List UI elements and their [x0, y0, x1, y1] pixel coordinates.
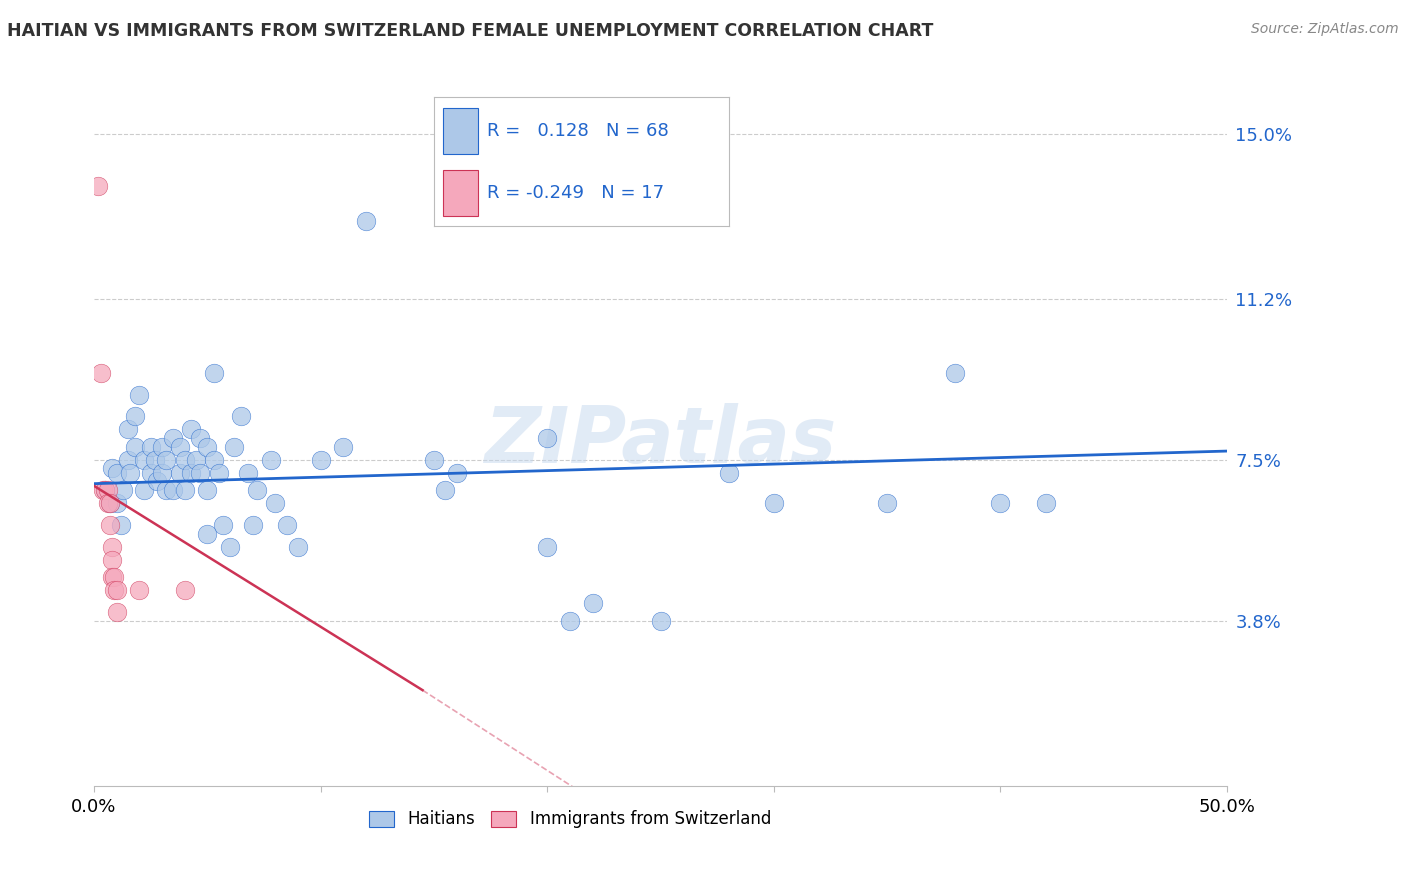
Point: [150, 466, 173, 480]
Point: [717, 466, 740, 480]
Point: [105, 496, 128, 510]
Text: ZIPatlas: ZIPatlas: [485, 403, 837, 480]
Point: [96, 496, 118, 510]
Point: [169, 466, 191, 480]
Point: [231, 409, 253, 424]
Point: [150, 440, 173, 454]
Point: [132, 483, 155, 498]
Point: [762, 496, 785, 510]
Point: [650, 614, 672, 628]
Point: [94, 483, 117, 498]
Point: [139, 440, 162, 454]
Point: [87, 178, 110, 193]
Point: [876, 496, 898, 510]
Point: [94, 483, 117, 498]
Point: [112, 483, 135, 498]
Point: [143, 452, 166, 467]
Point: [162, 483, 184, 498]
Point: [169, 440, 191, 454]
Point: [146, 475, 169, 489]
Point: [90, 366, 112, 380]
Point: [128, 583, 150, 598]
Point: [173, 483, 195, 498]
Point: [184, 452, 207, 467]
Point: [96, 483, 118, 498]
Point: [155, 483, 177, 498]
Point: [558, 614, 581, 628]
Point: [173, 583, 195, 598]
Point: [434, 483, 457, 498]
Text: HAITIAN VS IMMIGRANTS FROM SWITZERLAND FEMALE UNEMPLOYMENT CORRELATION CHART: HAITIAN VS IMMIGRANTS FROM SWITZERLAND F…: [7, 22, 934, 40]
Point: [202, 452, 225, 467]
Point: [219, 540, 242, 554]
Point: [139, 466, 162, 480]
Point: [190, 466, 212, 480]
Point: [1035, 496, 1057, 510]
Point: [155, 452, 177, 467]
Point: [101, 461, 124, 475]
Point: [105, 583, 128, 598]
Point: [101, 540, 124, 554]
Point: [117, 452, 139, 467]
Point: [105, 605, 128, 619]
Point: [98, 496, 121, 510]
Point: [120, 466, 142, 480]
Point: [423, 452, 446, 467]
Point: [207, 466, 229, 480]
Point: [446, 466, 468, 480]
Point: [354, 213, 377, 227]
Point: [536, 540, 558, 554]
Point: [98, 496, 121, 510]
Text: Source: ZipAtlas.com: Source: ZipAtlas.com: [1251, 22, 1399, 37]
Point: [173, 452, 195, 467]
Point: [105, 466, 128, 480]
Point: [195, 483, 218, 498]
Legend: Haitians, Immigrants from Switzerland: Haitians, Immigrants from Switzerland: [361, 804, 778, 835]
Point: [128, 387, 150, 401]
Point: [98, 518, 121, 533]
Point: [162, 431, 184, 445]
Point: [212, 518, 235, 533]
Point: [536, 431, 558, 445]
Point: [260, 452, 283, 467]
Point: [246, 483, 269, 498]
Point: [242, 518, 264, 533]
Point: [309, 452, 332, 467]
Point: [132, 452, 155, 467]
Point: [195, 440, 218, 454]
Point: [264, 496, 287, 510]
Point: [195, 526, 218, 541]
Point: [943, 366, 966, 380]
Point: [117, 422, 139, 436]
Point: [180, 422, 202, 436]
Point: [287, 540, 309, 554]
Point: [124, 440, 146, 454]
Point: [91, 483, 114, 498]
Point: [101, 553, 124, 567]
Point: [103, 583, 125, 598]
Point: [110, 518, 132, 533]
Point: [180, 466, 202, 480]
Point: [990, 496, 1012, 510]
Point: [103, 570, 125, 584]
Point: [276, 518, 298, 533]
Point: [190, 431, 212, 445]
Point: [101, 570, 124, 584]
Point: [202, 366, 225, 380]
Point: [124, 409, 146, 424]
Point: [581, 596, 603, 610]
Point: [332, 440, 354, 454]
Point: [236, 466, 259, 480]
Point: [224, 440, 246, 454]
